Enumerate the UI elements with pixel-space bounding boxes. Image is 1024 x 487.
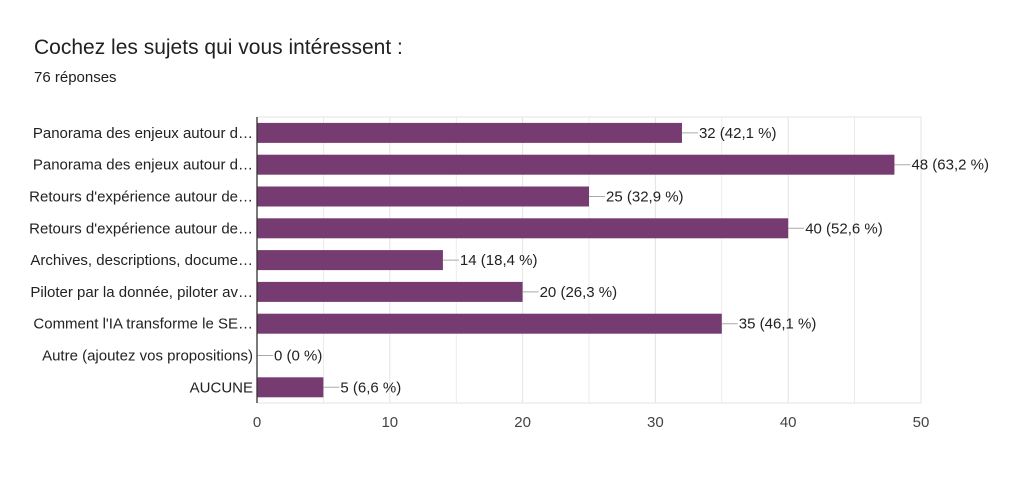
- category-label: Retours d'expérience autour de…: [29, 220, 253, 237]
- category-label: Archives, descriptions, docume…: [30, 252, 253, 269]
- category-label: AUCUNE: [190, 379, 253, 396]
- x-tick-label: 30: [647, 414, 664, 431]
- response-count: 76 réponses: [34, 69, 117, 86]
- bar: [257, 313, 722, 334]
- data-label: 14 (18,4 %): [460, 252, 538, 269]
- data-label: 32 (42,1 %): [699, 125, 777, 142]
- x-tick-label: 20: [514, 414, 531, 431]
- data-label: 48 (63,2 %): [911, 157, 989, 174]
- data-label: 25 (32,9 %): [606, 189, 684, 206]
- category-label: Autre (ajoutez vos propositions): [42, 348, 253, 365]
- data-label: 20 (26,3 %): [540, 284, 618, 301]
- data-label: 0 (0 %): [274, 348, 322, 365]
- x-tick-label: 10: [381, 414, 398, 431]
- bar: [257, 154, 895, 175]
- x-tick-label: 40: [780, 414, 797, 431]
- data-label: 40 (52,6 %): [805, 220, 883, 237]
- bar: [257, 186, 589, 207]
- data-label: 35 (46,1 %): [739, 316, 817, 333]
- bar: [257, 250, 443, 271]
- category-label: Panorama des enjeux autour d…: [33, 125, 253, 142]
- bar: [257, 122, 682, 143]
- bar: [257, 218, 789, 239]
- category-label: Panorama des enjeux autour d…: [33, 157, 253, 174]
- category-label: Retours d'expérience autour de…: [29, 189, 253, 206]
- x-tick-label: 50: [913, 414, 930, 431]
- bar: [257, 377, 324, 398]
- category-label: Comment l'IA transforme le SE…: [33, 316, 253, 333]
- bar: [257, 281, 523, 302]
- chart-title: Cochez les sujets qui vous intéressent :: [34, 36, 403, 59]
- data-label: 5 (6,6 %): [340, 379, 401, 396]
- category-label: Piloter par la donnée, piloter av…: [30, 284, 253, 301]
- x-tick-label: 0: [253, 414, 261, 431]
